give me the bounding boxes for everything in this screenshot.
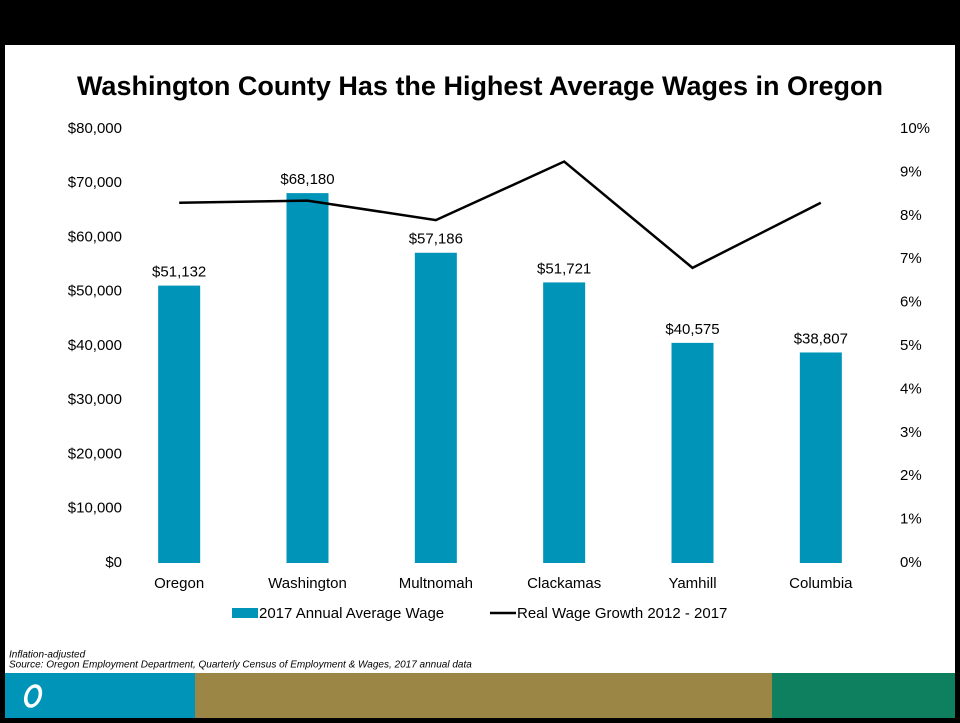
footnote: Inflation-adjusted [9,650,86,661]
y-tick-label: $60,000 [68,228,122,245]
x-tick-label: Washington [268,575,347,592]
y2-tick-label: 6% [900,294,922,311]
source-note: Source: Oregon Employment Department, Qu… [9,660,472,671]
line [179,160,822,270]
y2-tick-label: 9% [900,163,922,180]
x-tick-label: Multnomah [399,575,473,592]
x-tick-label: Columbia [789,575,853,592]
bar [799,352,842,563]
bar [671,342,714,563]
y-tick-label: $80,000 [68,120,122,137]
data-label: $51,721 [537,260,591,277]
y2-tick-label: 1% [900,511,922,528]
bar [414,252,457,564]
y-tick-label: $40,000 [68,337,122,354]
legend-label: 2017 Annual Average Wage [259,605,444,622]
y2-tick-label: 10% [900,120,930,137]
y2-tick-label: 5% [900,337,922,354]
data-label: $57,186 [409,231,463,248]
data-label: $38,807 [794,330,848,347]
bar [543,282,586,563]
data-label: $51,132 [152,264,206,281]
y2-tick-label: 2% [900,467,922,484]
bar [158,285,201,563]
chart-title: Washington County Has the Highest Averag… [77,71,883,101]
x-tick-label: Yamhill [668,575,716,592]
data-label: $40,575 [665,321,719,338]
y-tick-label: $20,000 [68,445,122,462]
y2-tick-label: 8% [900,207,922,224]
logo [23,684,43,708]
y-tick-label: $30,000 [68,391,122,408]
footer-band-green [772,673,955,718]
y-tick-label: $50,000 [68,283,122,300]
x-tick-label: Clackamas [527,575,601,592]
legend-label: Real Wage Growth 2012 - 2017 [517,605,727,622]
y-tick-label: $10,000 [68,500,122,517]
y2-tick-label: 7% [900,250,922,267]
y2-tick-label: 4% [900,380,922,397]
data-label: $68,180 [280,171,334,188]
footer-band-olive [195,673,772,718]
y-tick-label: $70,000 [68,174,122,191]
legend-swatch [232,608,258,618]
x-tick-label: Oregon [154,575,204,592]
footer-band-blue [5,673,195,718]
y2-tick-label: 3% [900,424,922,441]
bar [286,193,329,563]
y2-tick-label: 0% [900,554,922,571]
y-tick-label: $0 [105,554,122,571]
